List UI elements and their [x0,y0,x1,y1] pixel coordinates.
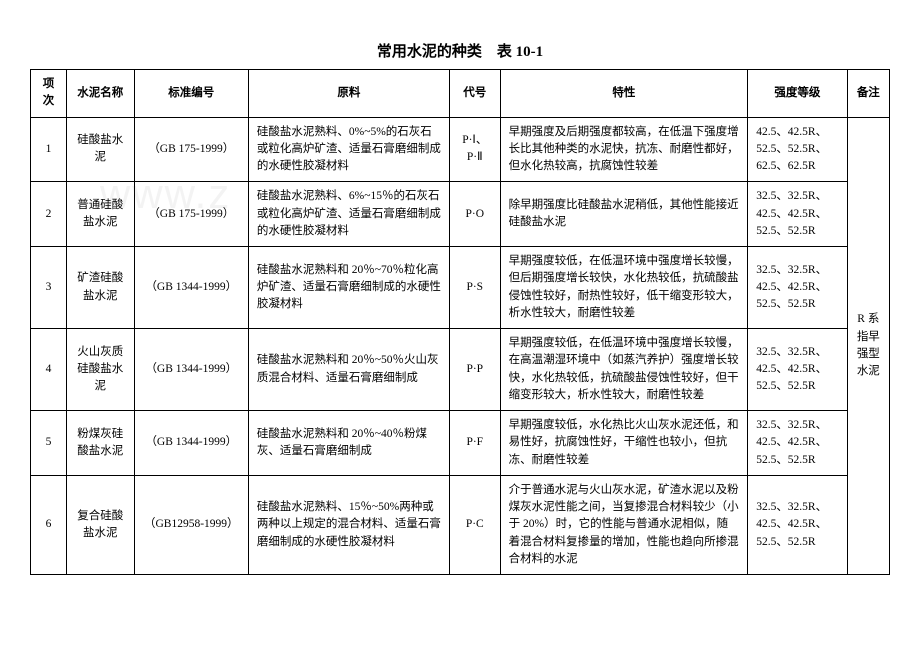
col-header-idx: 项次 [31,70,67,118]
cell-prop: 介于普通水泥与火山灰水泥，矿渣水泥以及粉煤灰水泥性能之间，当复掺混合材料较少（小… [500,475,748,574]
col-header-note: 备注 [847,70,889,118]
table-row: 5 粉煤灰硅酸盐水泥 （GB 1344-1999） 硅酸盐水泥熟料和 20％~4… [31,411,890,476]
cell-code: P·P [449,329,500,411]
cell-name: 硅酸盐水泥 [66,117,134,182]
col-header-std: 标准编号 [134,70,248,118]
page-title: 常用水泥的种类 表 10-1 [30,40,890,61]
cell-name: 火山灰质硅酸盐水泥 [66,329,134,411]
cell-std: （GB12958-1999） [134,475,248,574]
cell-material: 硅酸盐水泥熟料、6%~15％的石灰石或粒化高炉矿渣、适量石膏磨细制成的水硬性胶凝… [248,182,449,247]
table-row: 1 硅酸盐水泥 （GB 175-1999） 硅酸盐水泥熟料、0%~5%的石灰石或… [31,117,890,182]
col-header-prop: 特性 [500,70,748,118]
cell-grade: 32.5、32.5R、42.5、42.5R、52.5、52.5R [748,247,847,329]
cell-idx: 1 [31,117,67,182]
table-header-row: 项次 水泥名称 标准编号 原料 代号 特性 强度等级 备注 [31,70,890,118]
cell-idx: 4 [31,329,67,411]
cell-grade: 32.5、32.5R、42.5、42.5R、52.5、52.5R [748,329,847,411]
cell-grade: 42.5、42.5R、52.5、52.5R、62.5、62.5R [748,117,847,182]
cell-grade: 32.5、32.5R、42.5、42.5R、52.5、52.5R [748,411,847,476]
cement-table: 项次 水泥名称 标准编号 原料 代号 特性 强度等级 备注 1 硅酸盐水泥 （G… [30,69,890,575]
cell-std: （GB 175-1999） [134,182,248,247]
page-wrap: www.z 常用水泥的种类 表 10-1 项次 水泥名称 标准编号 原料 代号 … [30,40,890,575]
col-header-name: 水泥名称 [66,70,134,118]
cell-material: 硅酸盐水泥熟料、15％~50%两种或两种以上规定的混合材料、适量石膏磨细制成的水… [248,475,449,574]
table-row: 6 复合硅酸盐水泥 （GB12958-1999） 硅酸盐水泥熟料、15％~50%… [31,475,890,574]
cell-name: 复合硅酸盐水泥 [66,475,134,574]
cell-idx: 3 [31,247,67,329]
cell-prop: 早期强度较低，水化热比火山灰水泥还低，和易性好，抗腐蚀性好，干缩性也较小，但抗冻… [500,411,748,476]
cell-prop: 早期强度及后期强度都较高，在低温下强度增长比其他种类的水泥快，抗冻、耐磨性都好，… [500,117,748,182]
cell-grade: 32.5、32.5R、42.5、42.5R、52.5、52.5R [748,182,847,247]
cell-name: 矿渣硅酸盐水泥 [66,247,134,329]
table-row: 4 火山灰质硅酸盐水泥 （GB 1344-1999） 硅酸盐水泥熟料和 20％~… [31,329,890,411]
cell-idx: 2 [31,182,67,247]
cell-code: P·F [449,411,500,476]
cell-std: （GB 1344-1999） [134,247,248,329]
cell-std: （GB 1344-1999） [134,411,248,476]
cell-prop: 早期强度较低，在低温环境中强度增长较慢，但后期强度增长较快，水化热较低，抗硫酸盐… [500,247,748,329]
cell-code: P·C [449,475,500,574]
cell-material: 硅酸盐水泥熟料和 20％~70％粒化高炉矿渣、适量石膏磨细制成的水硬性胶凝材料 [248,247,449,329]
cell-idx: 6 [31,475,67,574]
cell-std: （GB 1344-1999） [134,329,248,411]
table-body: 1 硅酸盐水泥 （GB 175-1999） 硅酸盐水泥熟料、0%~5%的石灰石或… [31,117,890,575]
cell-name: 普通硅酸盐水泥 [66,182,134,247]
cell-note: R 系指早强型水泥 [847,117,889,575]
table-row: 2 普通硅酸盐水泥 （GB 175-1999） 硅酸盐水泥熟料、6%~15％的石… [31,182,890,247]
cell-prop: 早期强度较低，在低温环境中强度增长较慢，在高温潮湿环境中（如蒸汽养护）强度增长较… [500,329,748,411]
col-header-material: 原料 [248,70,449,118]
table-row: 3 矿渣硅酸盐水泥 （GB 1344-1999） 硅酸盐水泥熟料和 20％~70… [31,247,890,329]
cell-idx: 5 [31,411,67,476]
cell-std: （GB 175-1999） [134,117,248,182]
col-header-code: 代号 [449,70,500,118]
cell-code: P·S [449,247,500,329]
cell-material: 硅酸盐水泥熟料、0%~5%的石灰石或粒化高炉矿渣、适量石膏磨细制成的水硬性胶凝材… [248,117,449,182]
cell-material: 硅酸盐水泥熟料和 20％~40％粉煤灰、适量石膏磨细制成 [248,411,449,476]
cell-material: 硅酸盐水泥熟料和 20％~50％火山灰质混合材料、适量石膏磨细制成 [248,329,449,411]
cell-prop: 除早期强度比硅酸盐水泥稍低，其他性能接近硅酸盐水泥 [500,182,748,247]
cell-code: P·O [449,182,500,247]
cell-code: P·Ⅰ、P·Ⅱ [449,117,500,182]
col-header-grade: 强度等级 [748,70,847,118]
cell-grade: 32.5、32.5R、42.5、42.5R、52.5、52.5R [748,475,847,574]
cell-name: 粉煤灰硅酸盐水泥 [66,411,134,476]
